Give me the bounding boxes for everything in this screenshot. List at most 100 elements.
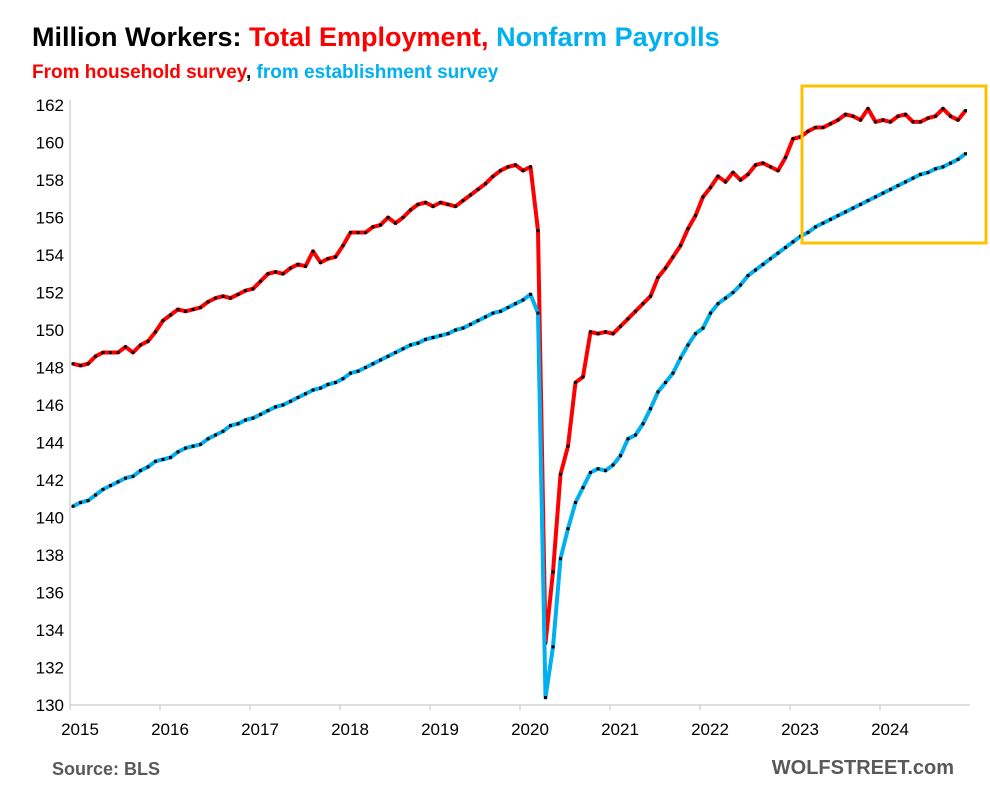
- data-point: [919, 172, 922, 176]
- title-household: Total Employment,: [249, 22, 489, 52]
- data-point: [559, 472, 562, 476]
- series-layer: [71, 106, 968, 700]
- data-point: [686, 227, 690, 231]
- data-point: [656, 276, 660, 279]
- data-point: [169, 456, 172, 459]
- data-point: [206, 300, 210, 304]
- data-point: [94, 493, 97, 497]
- data-point: [724, 296, 727, 300]
- y-tick-label: 140: [36, 509, 64, 528]
- data-point: [139, 469, 142, 473]
- data-point: [761, 262, 765, 266]
- data-point: [664, 381, 667, 384]
- data-point: [319, 386, 322, 390]
- data-point: [454, 204, 457, 208]
- y-tick-label: 144: [36, 434, 64, 453]
- data-point: [949, 114, 952, 118]
- data-point: [731, 171, 735, 174]
- data-point: [746, 274, 750, 278]
- data-point: [679, 356, 682, 360]
- data-point: [776, 251, 780, 255]
- data-point: [304, 392, 307, 396]
- x-tick-label: 2024: [871, 720, 909, 739]
- source-label: Source: BLS: [52, 759, 161, 779]
- data-point: [506, 306, 510, 309]
- data-point: [514, 163, 517, 167]
- data-point: [229, 296, 232, 300]
- x-tick-label: 2023: [781, 720, 819, 739]
- data-point: [191, 307, 195, 311]
- data-point: [626, 317, 630, 321]
- data-point: [364, 366, 367, 369]
- data-point: [191, 444, 195, 448]
- data-point: [521, 169, 525, 173]
- x-tick-label: 2019: [421, 720, 459, 739]
- y-tick-label: 152: [36, 284, 64, 303]
- data-point: [956, 157, 960, 161]
- data-point: [131, 351, 135, 354]
- data-point: [371, 362, 375, 366]
- data-point: [694, 332, 697, 336]
- data-point: [656, 390, 660, 394]
- data-point: [581, 486, 585, 489]
- data-point: [446, 202, 450, 206]
- y-tick-label: 146: [36, 396, 64, 415]
- y-tick-label: 160: [36, 134, 64, 153]
- data-point: [484, 315, 487, 319]
- data-point: [349, 231, 352, 234]
- subtitle-payrolls: from establishment survey: [251, 62, 499, 83]
- data-point: [671, 255, 675, 259]
- y-axis: 130 132 134 136 138 140 142 144 146 148 150 152 154 1…: [36, 96, 71, 715]
- data-point: [536, 229, 540, 233]
- payrolls-series-line: [72, 152, 967, 700]
- x-axis: 2015 2016 2017 2018 2019 2020 2021 2022 2023 2024: [61, 704, 970, 739]
- data-point: [401, 347, 405, 351]
- data-point: [641, 302, 645, 306]
- data-point: [356, 231, 360, 234]
- data-point: [461, 326, 465, 330]
- data-point: [281, 272, 285, 276]
- household-series-line: [72, 106, 968, 646]
- data-point: [904, 112, 907, 116]
- data-point: [619, 324, 622, 328]
- data-point: [574, 381, 577, 384]
- data-point: [356, 369, 360, 373]
- data-point: [739, 178, 742, 182]
- data-point: [716, 174, 720, 178]
- data-point: [176, 307, 180, 311]
- data-point: [334, 255, 337, 259]
- data-point: [926, 171, 930, 174]
- data-point: [469, 193, 472, 197]
- data-point: [461, 199, 465, 203]
- data-point: [416, 202, 420, 206]
- data-point: [371, 225, 375, 229]
- data-point: [491, 311, 495, 315]
- data-point: [206, 437, 210, 441]
- data-point: [109, 351, 112, 354]
- subtitle-household: From household survey: [32, 62, 246, 83]
- data-point: [844, 112, 847, 116]
- data-point: [379, 358, 382, 362]
- data-point: [109, 484, 112, 488]
- data-point: [274, 405, 277, 409]
- data-point: [386, 216, 390, 219]
- x-tick-label: 2020: [511, 720, 549, 739]
- data-point: [596, 467, 600, 471]
- data-point: [829, 122, 832, 126]
- data-point: [739, 283, 742, 287]
- data-point: [889, 120, 892, 124]
- data-point: [454, 328, 457, 332]
- data-point: [896, 114, 900, 118]
- data-point: [821, 126, 825, 129]
- data-point: [439, 201, 442, 204]
- data-point: [514, 302, 517, 306]
- data-point: [919, 120, 922, 124]
- data-point: [664, 266, 667, 270]
- data-point: [424, 201, 427, 204]
- data-point: [334, 381, 337, 384]
- data-point: [394, 221, 397, 225]
- data-point: [649, 294, 652, 298]
- data-point: [161, 319, 165, 323]
- data-point: [521, 298, 525, 302]
- data-point: [86, 362, 90, 366]
